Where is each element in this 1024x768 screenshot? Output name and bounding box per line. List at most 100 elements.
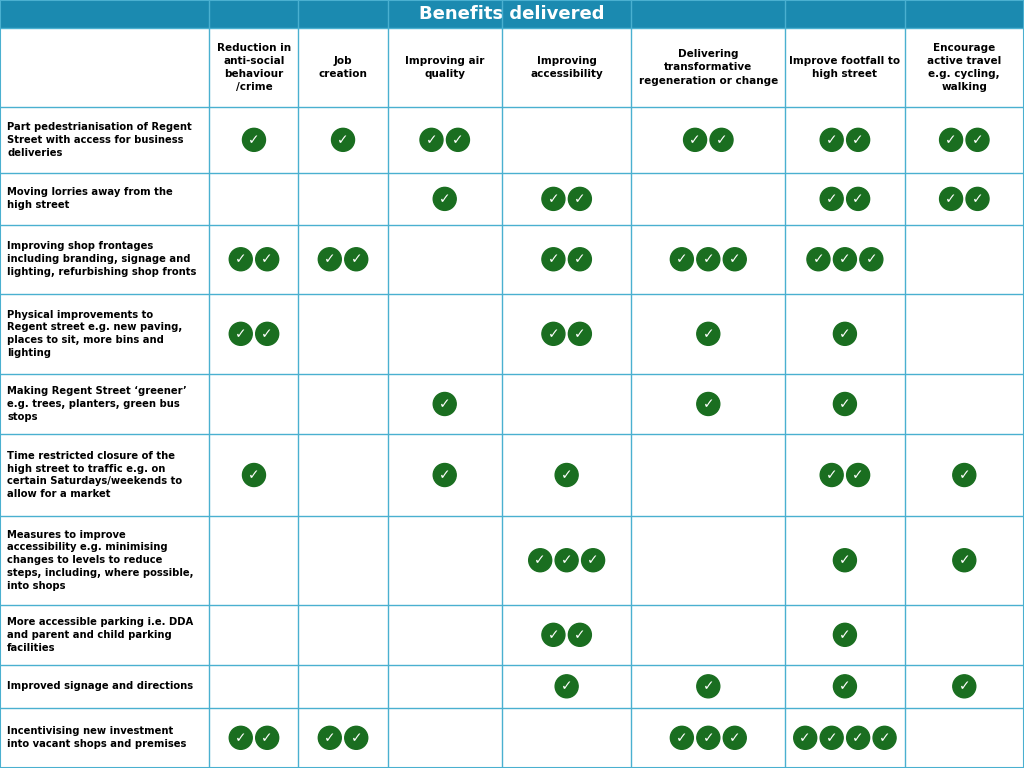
Circle shape [834,549,856,571]
Circle shape [807,248,829,271]
Circle shape [582,549,604,571]
Text: ✓: ✓ [561,553,572,568]
Text: Improving shop frontages
including branding, signage and
lighting, refurbishing : Improving shop frontages including brand… [7,241,197,277]
Circle shape [433,392,457,415]
Circle shape [555,675,579,698]
Text: Part pedestrianisation of Regent
Street with access for business
deliveries: Part pedestrianisation of Regent Street … [7,122,191,157]
Circle shape [318,248,341,271]
Circle shape [420,128,443,151]
Text: ✓: ✓ [574,627,586,642]
Circle shape [568,323,592,346]
Circle shape [820,187,843,210]
Text: ✓: ✓ [800,731,811,745]
Text: ✓: ✓ [852,192,864,206]
Text: Reduction in
anti-social
behaviour
/crime: Reduction in anti-social behaviour /crim… [217,43,291,92]
Circle shape [256,323,279,346]
Text: ✓: ✓ [958,468,970,482]
Circle shape [847,128,869,151]
Circle shape [834,624,856,647]
Text: ✓: ✓ [839,627,851,642]
Text: Encourage
active travel
e.g. cycling,
walking: Encourage active travel e.g. cycling, wa… [927,43,1001,92]
Text: ✓: ✓ [337,133,349,147]
Circle shape [345,248,368,271]
Circle shape [723,248,746,271]
Text: ✓: ✓ [426,133,437,147]
Circle shape [229,323,252,346]
Text: Incentivising new investment
into vacant shops and premises: Incentivising new investment into vacant… [7,727,186,750]
Text: ✓: ✓ [702,680,714,694]
Circle shape [696,675,720,698]
Circle shape [834,323,856,346]
Text: ✓: ✓ [839,252,851,266]
Text: ✓: ✓ [826,731,838,745]
Circle shape [834,248,856,271]
Text: ✓: ✓ [702,252,714,266]
Circle shape [952,464,976,486]
Circle shape [256,248,279,271]
Text: ✓: ✓ [972,192,983,206]
Circle shape [847,464,869,486]
Text: ✓: ✓ [548,627,559,642]
Circle shape [860,248,883,271]
Circle shape [433,187,457,210]
Text: ✓: ✓ [574,327,586,341]
Circle shape [229,248,252,271]
Circle shape [446,128,469,151]
Text: ✓: ✓ [261,252,273,266]
Text: ✓: ✓ [839,553,851,568]
Text: ✓: ✓ [548,192,559,206]
Circle shape [555,549,579,571]
Text: ✓: ✓ [548,327,559,341]
Circle shape [243,128,265,151]
Text: ✓: ✓ [729,731,740,745]
Circle shape [696,727,720,750]
Text: Job
creation: Job creation [318,56,368,79]
Text: ✓: ✓ [248,468,260,482]
Text: ✓: ✓ [879,731,891,745]
Circle shape [966,187,989,210]
Circle shape [542,624,565,647]
Text: ✓: ✓ [439,192,451,206]
Circle shape [820,464,843,486]
Text: ✓: ✓ [234,327,247,341]
Circle shape [820,727,843,750]
Text: ✓: ✓ [852,731,864,745]
Text: ✓: ✓ [676,252,688,266]
Circle shape [696,248,720,271]
Text: ✓: ✓ [574,192,586,206]
Text: ✓: ✓ [945,192,956,206]
Circle shape [847,727,869,750]
Text: Making Regent Street ‘greener’
e.g. trees, planters, green bus
stops: Making Regent Street ‘greener’ e.g. tree… [7,386,186,422]
Text: Delivering
transformative
regeneration or change: Delivering transformative regeneration o… [639,49,778,86]
Text: ✓: ✓ [324,731,336,745]
Text: ✓: ✓ [561,468,572,482]
Circle shape [332,128,354,151]
Circle shape [229,727,252,750]
Circle shape [243,464,265,486]
Text: ✓: ✓ [826,468,838,482]
Circle shape [952,549,976,571]
Text: ✓: ✓ [561,680,572,694]
Text: Benefits delivered: Benefits delivered [419,5,605,23]
Text: ✓: ✓ [574,252,586,266]
Circle shape [966,128,989,151]
Text: ✓: ✓ [813,252,824,266]
Circle shape [684,128,707,151]
Text: ✓: ✓ [350,252,362,266]
Text: ✓: ✓ [689,133,700,147]
Text: ✓: ✓ [852,133,864,147]
Text: ✓: ✓ [234,252,247,266]
Circle shape [671,248,693,271]
Text: ✓: ✓ [350,731,362,745]
Text: ✓: ✓ [453,133,464,147]
Text: ✓: ✓ [324,252,336,266]
Circle shape [568,187,592,210]
Circle shape [256,727,279,750]
Circle shape [568,624,592,647]
Circle shape [723,727,746,750]
Circle shape [794,727,817,750]
Circle shape [696,392,720,415]
Text: ✓: ✓ [234,731,247,745]
Circle shape [952,675,976,698]
Circle shape [940,128,963,151]
